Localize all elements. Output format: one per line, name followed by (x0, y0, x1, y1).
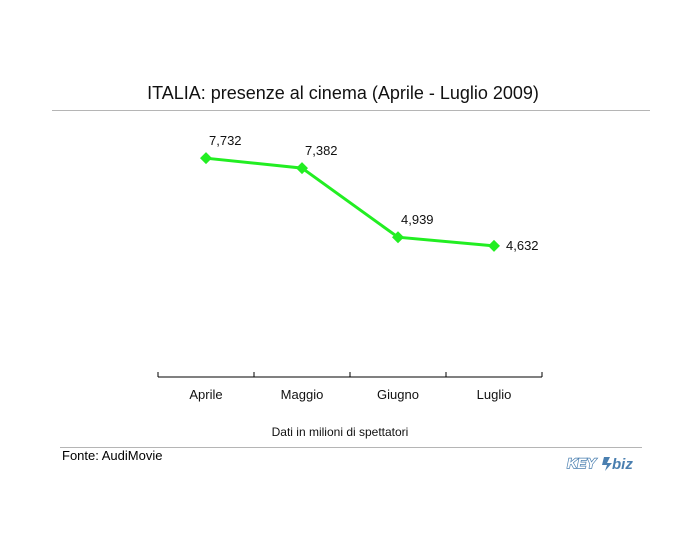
chart-title: ITALIA: presenze al cinema (Aprile - Lug… (147, 83, 539, 103)
logo-text-right: biz (612, 456, 633, 473)
logo-bolt-icon (602, 457, 612, 471)
series-line-group (200, 152, 500, 252)
data-point-aprile (200, 152, 212, 165)
data-label-luglio: 4,632 (506, 238, 539, 253)
x-tick-label-giugno: Giugno (377, 387, 419, 402)
title-divider (52, 110, 650, 111)
footer-divider (60, 447, 642, 448)
x-axis: Aprile Maggio Giugno Luglio (157, 372, 543, 402)
series-line (205, 156, 495, 248)
units-note: Dati in milioni di spettatori (271, 425, 409, 439)
data-label-giugno: 4,939 (401, 212, 434, 227)
x-tick-label-aprile: Aprile (189, 387, 222, 402)
data-point-luglio (488, 239, 500, 252)
key4biz-logo: KEY biz (566, 454, 633, 473)
data-label-maggio: 7,382 (305, 143, 338, 158)
logo-text-left: KEY (567, 455, 597, 471)
data-label-aprile: 7,732 (209, 133, 242, 148)
source-label: Fonte: AudiMovie (62, 448, 163, 463)
data-point-giugno (392, 231, 404, 244)
x-tick-label-luglio: Luglio (477, 387, 512, 402)
x-tick-label-maggio: Maggio (281, 387, 324, 402)
data-point-maggio (296, 162, 308, 175)
data-labels: 7,732 7,382 4,939 4,632 (209, 133, 539, 253)
